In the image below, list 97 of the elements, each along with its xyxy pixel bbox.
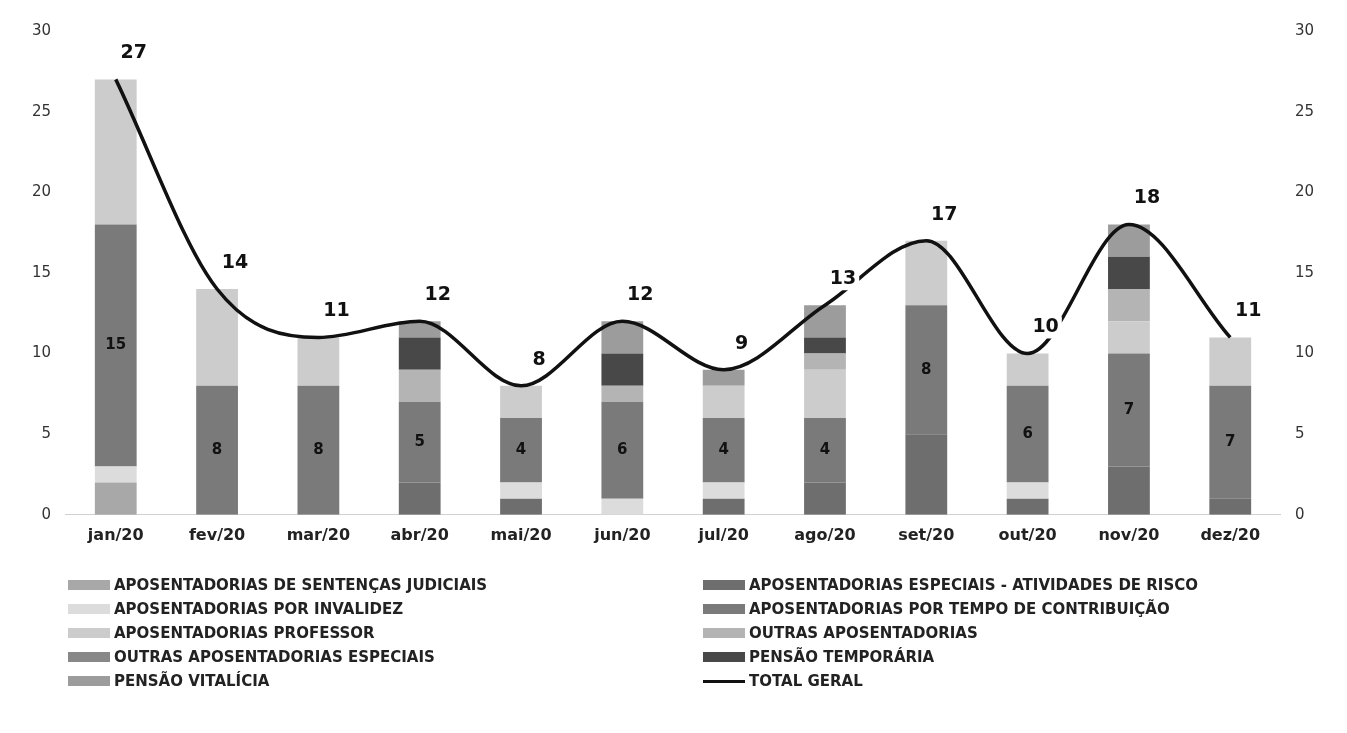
bar [500, 385, 542, 419]
data-label: 17 [931, 201, 958, 224]
legend-label: APOSENTADORIAS POR INVALIDEZ [114, 600, 404, 618]
bar [804, 353, 846, 370]
bar [1006, 498, 1049, 515]
y-tick-label: 10 [31, 343, 52, 362]
bar [702, 369, 745, 386]
bar [601, 353, 644, 386]
y-tick-label: 30 [31, 20, 52, 39]
data-label: 9 [735, 330, 749, 353]
legend-label: APOSENTADORIAS DE SENTENÇAS JUDICIAIS [114, 576, 488, 594]
bar [1108, 321, 1150, 354]
x-tick-label: out/20 [998, 524, 1057, 544]
legend-label: OUTRAS APOSENTADORIAS [749, 624, 978, 642]
data-label: 7 [1123, 399, 1135, 418]
bar [196, 385, 238, 515]
data-label: 18 [1133, 185, 1161, 208]
data-label: 8 [211, 440, 223, 459]
data-label: 4 [515, 440, 527, 459]
y-tick-label: 0 [41, 504, 52, 523]
bar [398, 369, 441, 402]
x-tick-label: set/20 [898, 524, 955, 544]
legend-label: PENSÃO TEMPORÁRIA [749, 648, 935, 666]
data-label: 6 [1022, 424, 1033, 443]
bar [804, 305, 846, 338]
bar [500, 418, 542, 483]
bar [1108, 289, 1150, 322]
data-label: 8 [921, 359, 932, 378]
x-tick-label: jun/20 [593, 524, 651, 544]
x-tick-label: abr/20 [390, 524, 449, 544]
legend-label: TOTAL GERAL [749, 672, 863, 690]
y-tick-label: 15 [31, 262, 52, 281]
bar [601, 498, 644, 515]
data-label: 14 [221, 249, 249, 272]
data-label: 10 [1032, 314, 1059, 337]
legend-label: APOSENTADORIAS ESPECIAIS - ATIVIDADES DE RISCO [749, 576, 1198, 594]
bar [94, 482, 137, 515]
x-tick-label: mar/20 [286, 524, 351, 544]
bar [1006, 385, 1049, 483]
x-tick-label: nov/20 [1098, 524, 1160, 544]
y2-tick-label: 30 [1294, 20, 1315, 39]
bar [398, 337, 441, 370]
x-tick-label: dez/20 [1200, 524, 1261, 544]
bar [1006, 482, 1049, 499]
data-label: 12 [424, 282, 451, 305]
y-tick-label: 20 [31, 182, 52, 201]
bar [601, 401, 644, 499]
bar [196, 289, 238, 386]
legend-label: APOSENTADORIAS POR TEMPO DE CONTRIBUIÇÃO [749, 600, 1170, 618]
legend-label: OUTRAS APOSENTADORIAS ESPECIAIS [114, 648, 435, 666]
y2-tick-label: 20 [1294, 182, 1315, 201]
legend-label: APOSENTADORIAS PROFESSOR [114, 624, 375, 642]
bar [804, 369, 846, 419]
bar [94, 466, 137, 483]
x-tick-label: fev/20 [188, 524, 246, 544]
x-tick-label: jul/20 [697, 524, 749, 544]
bar [702, 498, 745, 515]
bar [601, 385, 644, 402]
data-label: 13 [829, 266, 857, 289]
bar [804, 337, 846, 354]
y2-tick-label: 15 [1294, 262, 1315, 281]
data-label: 4 [819, 440, 831, 459]
bar [702, 385, 745, 419]
bar [500, 482, 542, 499]
data-label: 27 [120, 40, 147, 63]
x-tick-label: jan/20 [86, 524, 144, 544]
y2-tick-label: 25 [1294, 101, 1315, 120]
data-label: 11 [323, 298, 350, 321]
data-label: 5 [414, 432, 425, 451]
bar [702, 418, 745, 483]
data-label: 8 [532, 346, 546, 369]
bar [601, 321, 644, 354]
data-label: 11 [1235, 298, 1262, 321]
y2-tick-label: 5 [1294, 424, 1305, 443]
bar [1209, 337, 1252, 386]
bar [702, 482, 745, 499]
y2-tick-label: 0 [1294, 504, 1305, 523]
y-tick-label: 25 [31, 101, 52, 120]
bar [1006, 353, 1049, 386]
bar [297, 337, 340, 386]
data-label: 12 [627, 282, 654, 305]
data-label: 8 [313, 440, 324, 459]
bar [1108, 256, 1150, 290]
data-label: 7 [1225, 432, 1236, 451]
data-label: 6 [617, 440, 628, 459]
x-tick-label: mai/20 [490, 524, 552, 544]
data-label: 15 [105, 335, 127, 354]
data-label: 4 [718, 440, 729, 459]
bar [905, 240, 948, 306]
bar [94, 224, 137, 467]
bar [297, 385, 340, 515]
x-tick-label: ago/20 [794, 524, 856, 544]
y2-tick-label: 10 [1294, 343, 1315, 362]
bar [500, 498, 542, 515]
legend-label: PENSÃO VITALÍCIA [114, 672, 270, 690]
bar [94, 79, 137, 225]
y-tick-label: 5 [41, 424, 52, 443]
